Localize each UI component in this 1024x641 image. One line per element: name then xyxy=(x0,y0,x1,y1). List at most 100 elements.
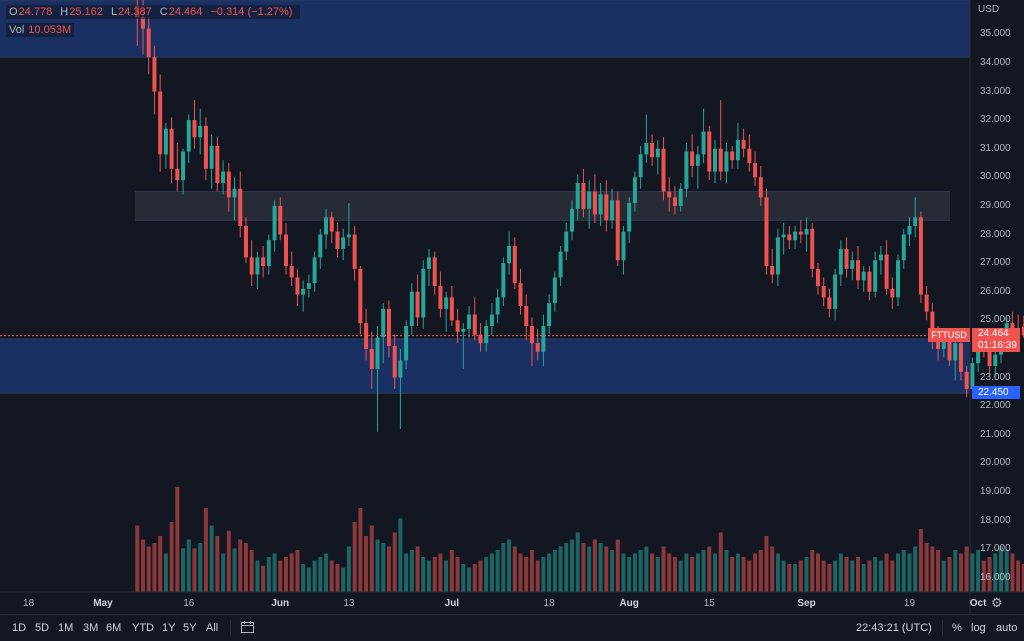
volume-bar xyxy=(467,567,472,592)
price-tick: 23.000 xyxy=(980,371,1011,383)
candle xyxy=(735,122,740,169)
open-value: 24.778 xyxy=(18,6,53,18)
candle-body xyxy=(838,248,843,275)
percent-toggle[interactable]: % xyxy=(952,622,962,634)
bottom-toolbar: 1D 5D 1M 3M 6M YTD 1Y 5Y All 22:43:21 (UTC) % lo… xyxy=(0,614,1024,641)
volume-bar xyxy=(175,487,180,592)
candle xyxy=(821,277,826,307)
time-tick: 19 xyxy=(903,598,916,609)
candle-body xyxy=(432,257,437,286)
volume-bar xyxy=(529,550,534,592)
volume-bar xyxy=(295,550,300,592)
volume-bar xyxy=(793,564,798,592)
calendar-icon[interactable] xyxy=(241,621,254,633)
volume-bar xyxy=(753,553,758,592)
volume-bar xyxy=(421,557,426,592)
volume-bar xyxy=(329,560,334,592)
volume-bar xyxy=(781,560,786,592)
range-button-all[interactable]: All xyxy=(206,622,219,634)
price-tick: 18.000 xyxy=(980,514,1011,526)
candle-body xyxy=(243,225,248,258)
candle xyxy=(352,225,357,281)
range-button-1d[interactable]: 1D xyxy=(12,622,27,634)
candle xyxy=(238,171,243,238)
volume-bar xyxy=(838,553,843,592)
range-button-3m[interactable]: 3M xyxy=(83,622,99,634)
candle xyxy=(827,288,832,318)
candle-body xyxy=(386,308,391,347)
candle xyxy=(501,257,506,307)
range-button-5d[interactable]: 5D xyxy=(35,622,50,634)
candle xyxy=(661,137,666,201)
gear-icon[interactable]: ⚙ xyxy=(991,595,1003,610)
candle xyxy=(667,177,672,212)
log-toggle[interactable]: log xyxy=(971,622,986,634)
candle-body xyxy=(833,274,838,309)
candle-body xyxy=(209,145,214,169)
volume-bar xyxy=(764,536,769,592)
time-tick: May xyxy=(93,598,113,609)
range-button-6m[interactable]: 6M xyxy=(106,622,122,634)
volume-bar xyxy=(501,543,506,592)
candle-body xyxy=(901,234,906,261)
candle xyxy=(764,188,769,275)
candle-body xyxy=(346,234,351,238)
candle-body xyxy=(203,125,208,169)
candle-body xyxy=(844,248,849,269)
volume-bar xyxy=(346,546,351,592)
candle xyxy=(747,134,752,172)
volume-bar xyxy=(598,543,603,592)
auto-toggle[interactable]: auto xyxy=(996,622,1018,634)
candle xyxy=(924,285,929,321)
candle-body xyxy=(890,288,895,298)
candle xyxy=(838,240,843,286)
candle xyxy=(232,177,237,221)
candle xyxy=(958,337,963,381)
time-tick: Aug xyxy=(619,598,639,609)
candle-body xyxy=(575,183,580,209)
candle xyxy=(615,191,620,266)
utc-clock[interactable]: 22:43:21 (UTC) xyxy=(856,622,932,634)
candle-body xyxy=(827,297,832,309)
volume-bar xyxy=(667,553,672,592)
volume-bar xyxy=(964,546,969,592)
candle-body xyxy=(192,120,197,138)
volume-bar xyxy=(970,553,975,592)
candlestick-chart[interactable] xyxy=(0,0,1024,614)
candle-body xyxy=(1010,323,1015,332)
volume-bar xyxy=(489,553,494,592)
volume-bar xyxy=(827,564,832,592)
volume-bar xyxy=(644,546,649,592)
candle-body xyxy=(501,263,506,298)
volume-bar xyxy=(215,536,220,592)
volume-bar xyxy=(833,560,838,592)
volume-bar xyxy=(570,539,574,592)
candle-body xyxy=(289,265,294,278)
candle xyxy=(913,197,918,238)
candle xyxy=(398,348,403,429)
candle xyxy=(346,203,351,246)
range-button-ytd[interactable]: YTD xyxy=(132,622,154,634)
price-tick: 27.000 xyxy=(980,257,1011,269)
candle-body xyxy=(364,323,369,349)
low-value: 24.387 xyxy=(118,6,152,18)
volume-bar xyxy=(1016,560,1021,592)
volume-bar xyxy=(192,548,197,592)
volume-bar xyxy=(432,557,437,592)
volume-bar xyxy=(701,550,706,592)
price-tick: 32.000 xyxy=(980,114,1011,126)
candle xyxy=(758,165,763,206)
range-button-1m[interactable]: 1M xyxy=(58,622,74,634)
candle-body xyxy=(484,326,489,344)
candle xyxy=(266,234,271,275)
candle-body xyxy=(449,297,454,321)
currency-selector[interactable]: USD xyxy=(978,4,1000,15)
volume-bar xyxy=(404,553,409,592)
volume-bar xyxy=(856,557,860,592)
range-button-1y[interactable]: 1Y xyxy=(162,622,176,634)
candle xyxy=(993,348,998,378)
candle-body xyxy=(861,271,866,281)
candle xyxy=(186,114,191,164)
range-button-5y[interactable]: 5Y xyxy=(183,622,197,634)
candle xyxy=(552,271,557,312)
